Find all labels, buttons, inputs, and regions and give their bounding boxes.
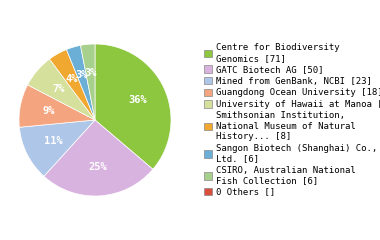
Wedge shape xyxy=(19,85,95,127)
Wedge shape xyxy=(66,45,95,120)
Text: 9%: 9% xyxy=(43,106,55,116)
Text: 3%: 3% xyxy=(75,70,88,80)
Wedge shape xyxy=(49,49,95,120)
Text: 25%: 25% xyxy=(89,162,108,172)
Wedge shape xyxy=(28,59,95,120)
Wedge shape xyxy=(95,44,171,169)
Wedge shape xyxy=(44,120,153,196)
Text: 11%: 11% xyxy=(43,136,62,146)
Wedge shape xyxy=(19,120,95,176)
Wedge shape xyxy=(81,44,95,120)
Text: 4%: 4% xyxy=(66,74,78,84)
Text: 7%: 7% xyxy=(53,84,65,95)
Legend: Centre for Biodiversity
Genomics [71], GATC Biotech AG [50], Mined from GenBank,: Centre for Biodiversity Genomics [71], G… xyxy=(204,43,380,197)
Text: 3%: 3% xyxy=(84,68,97,78)
Text: 36%: 36% xyxy=(128,95,147,105)
